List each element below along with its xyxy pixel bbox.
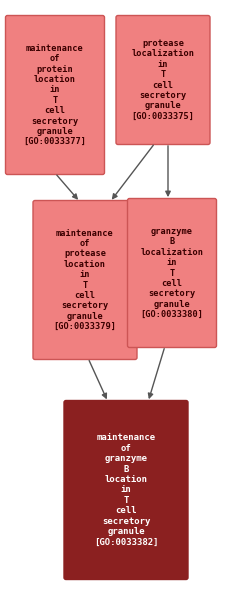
FancyBboxPatch shape xyxy=(115,15,209,145)
Text: maintenance
of
protease
location
in
T
cell
secretory
granule
[GO:0033379]: maintenance of protease location in T ce… xyxy=(53,229,116,332)
Text: maintenance
of
protein
location
in
T
cell
secretory
granule
[GO:0033377]: maintenance of protein location in T cel… xyxy=(23,44,86,146)
FancyBboxPatch shape xyxy=(64,401,187,579)
Text: maintenance
of
granzyme
B
location
in
T
cell
secretory
granule
[GO:0033382]: maintenance of granzyme B location in T … xyxy=(93,434,158,546)
FancyBboxPatch shape xyxy=(5,15,104,175)
FancyBboxPatch shape xyxy=(33,201,136,359)
Text: granzyme
B
localization
in
T
cell
secretory
granule
[GO:0033380]: granzyme B localization in T cell secret… xyxy=(140,227,202,319)
Text: protease
localization
in
T
cell
secretory
granule
[GO:0033375]: protease localization in T cell secretor… xyxy=(131,39,194,121)
FancyBboxPatch shape xyxy=(127,198,216,348)
